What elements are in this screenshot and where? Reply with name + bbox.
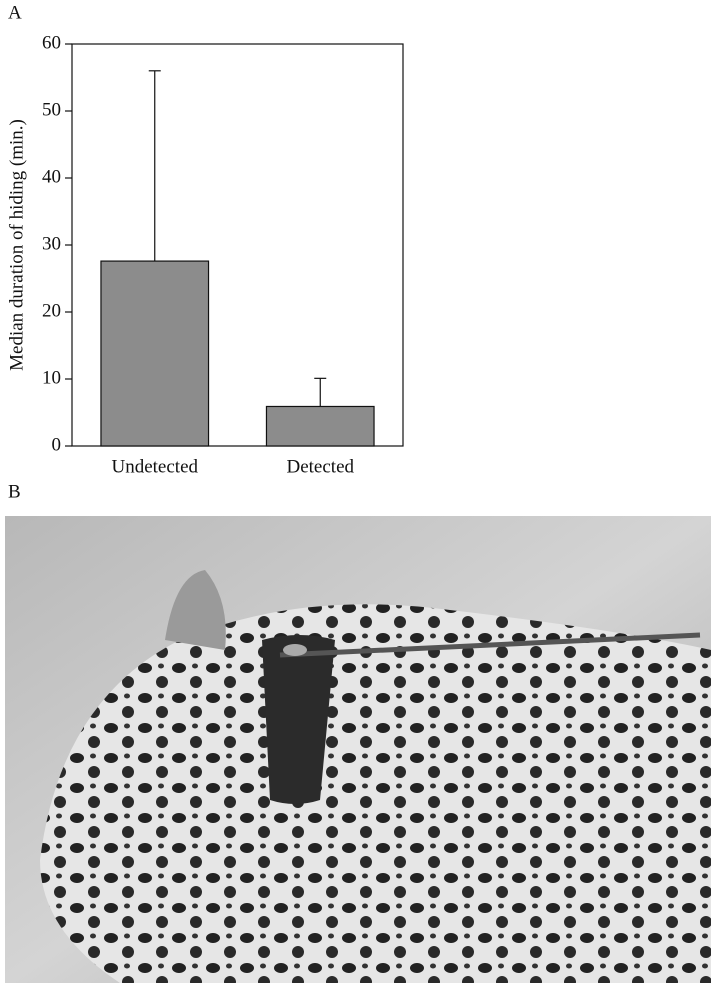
y-tick-label: 50 <box>42 99 61 120</box>
y-tick-label: 40 <box>42 166 61 187</box>
bar <box>101 261 209 446</box>
page: A B Median duration of hiding (min.) 0 10… <box>0 0 711 983</box>
transmitter <box>283 644 307 656</box>
figure: A B Median duration of hiding (min.) 0 10… <box>0 0 711 983</box>
x-tick-label: Undetected <box>111 456 198 477</box>
y-tick-label: 0 <box>52 434 62 455</box>
y-axis-label: Median duration of hiding (min.) <box>6 119 27 371</box>
panel-label: B <box>8 481 21 502</box>
y-tick-label: 20 <box>42 300 61 321</box>
panel-label: A <box>8 2 22 23</box>
bar <box>266 406 374 446</box>
photo <box>5 516 711 983</box>
y-tick-label: 30 <box>42 233 61 254</box>
y-tick-label: 10 <box>42 367 61 388</box>
x-tick-label: Detected <box>286 456 354 477</box>
y-tick-label: 60 <box>42 32 61 53</box>
